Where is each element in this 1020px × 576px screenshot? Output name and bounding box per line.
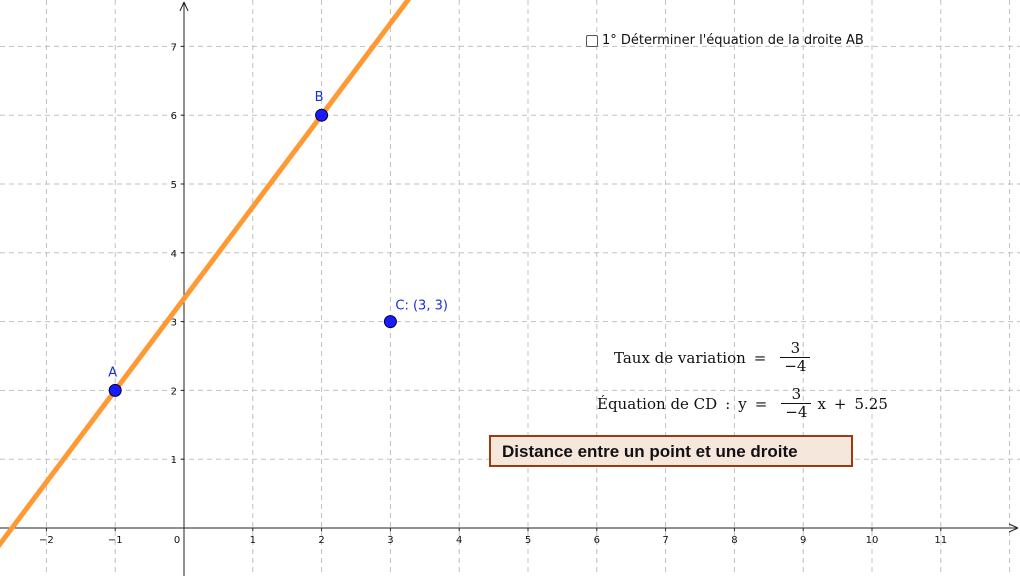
point-label-b: B [315,90,324,105]
checkbox-label: 1° Déterminer l'équation de la droite AB [602,33,864,48]
y-tick-label: 4 [171,249,177,260]
x-tick-label: 0 [174,535,180,546]
equation-cd: Équation de CD : y = 3 −4 x + 5.25 [597,386,888,421]
x-tick-label: 7 [662,535,668,546]
x-tick-label: 3 [387,535,393,546]
points: A B C: (3, 3) [108,90,448,397]
equation-equals: = [754,394,768,413]
x-tick-label: 9 [800,535,806,546]
equation-numerator: 3 [791,385,802,403]
x-tick-label: −2 [39,535,54,546]
point-a[interactable] [108,383,122,397]
y-tick-label: 3 [171,318,177,329]
taux-fraction: 3 −4 [780,339,811,375]
equation-denominator: −4 [781,403,812,421]
y-tick-label: 6 [171,111,177,122]
equation-constant: 5.25 [854,394,888,413]
y-tick-label: 5 [171,180,177,191]
equation-colon: : [725,394,731,413]
x-tick-label: 8 [731,535,737,546]
x-tick-label: 4 [456,535,462,546]
point-label-a: A [108,365,117,380]
line-ab[interactable] [0,0,459,574]
y-tick-label: 7 [171,42,177,53]
taux-de-variation: Taux de variation = 3 −4 [614,340,816,375]
equation-y: y [738,394,747,413]
checkbox-box[interactable] [586,34,598,47]
taux-label: Taux de variation [614,348,746,367]
x-tick-label: 2 [318,535,324,546]
title-button[interactable]: Distance entre un point et une droite [489,435,853,467]
point-c[interactable] [383,315,397,329]
x-tick-label: 11 [934,535,947,546]
taux-numerator: 3 [790,339,801,357]
equation-fraction: 3 −4 [781,385,812,421]
point-label-c: C: (3, 3) [395,299,448,314]
equation-label: Équation de CD [597,394,718,413]
taux-denominator: −4 [780,357,811,375]
x-tick-label: 5 [525,535,531,546]
checkbox-equation-ab[interactable]: 1° Déterminer l'équation de la droite AB [586,33,864,48]
equation-x: x [817,394,826,413]
y-tick-label: 1 [171,455,177,466]
x-tick-label: 1 [250,535,256,546]
x-tick-label: −1 [108,535,123,546]
y-tick-label: 2 [171,386,177,397]
point-b[interactable] [315,108,329,122]
x-tick-label: 6 [594,535,600,546]
equation-plus: + [833,394,847,413]
x-tick-label: 10 [866,535,879,546]
taux-equals: = [753,348,767,367]
